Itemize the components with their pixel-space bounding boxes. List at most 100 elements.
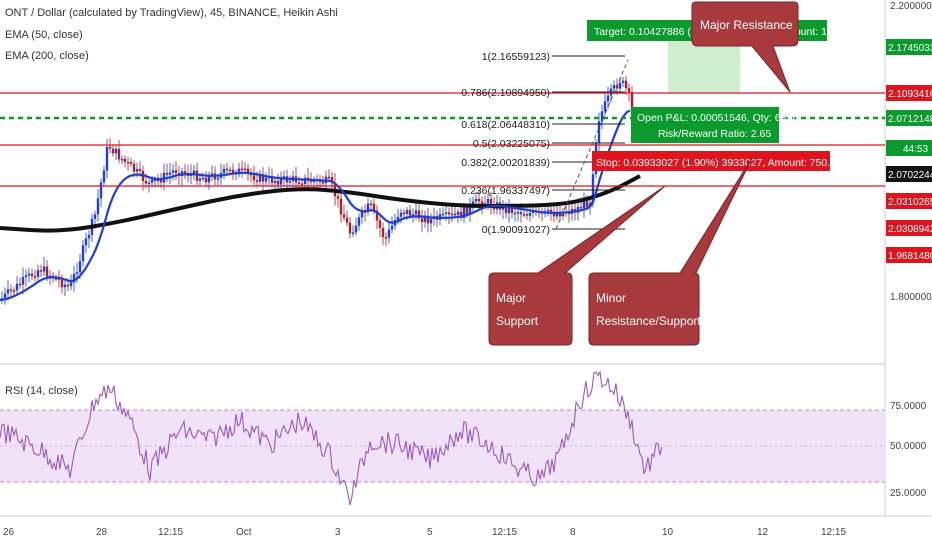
price-tag-bg (886, 193, 932, 209)
candle (603, 101, 607, 112)
candle (72, 274, 76, 283)
candle (585, 199, 589, 207)
fib-label: 0.618(2.06448310) (461, 119, 550, 131)
candle (369, 203, 373, 206)
candle (600, 111, 604, 122)
candle (276, 180, 280, 185)
candle (450, 213, 454, 216)
time-tick: 8 (570, 527, 576, 538)
time-tick: 12:15 (492, 527, 517, 538)
candle (519, 211, 523, 215)
candle (174, 170, 178, 174)
minor-support-callout[interactable] (588, 157, 753, 346)
rsi-legend[interactable]: RSI (14, close) (5, 385, 78, 397)
fib-label: 0.236(1.96337497) (461, 185, 550, 197)
rsi-line (0, 370, 663, 506)
price-tag-bg (886, 220, 932, 236)
candle (303, 177, 307, 185)
candle (246, 168, 250, 173)
price-tag: 2.17450333 (888, 43, 932, 54)
candle (381, 227, 385, 238)
candle (108, 146, 112, 149)
main-pane[interactable] (0, 0, 885, 364)
candle (3, 293, 7, 299)
candle (192, 170, 196, 174)
candle (387, 229, 391, 238)
candle (240, 168, 244, 171)
candle (117, 148, 121, 160)
stop-label: Stop: 0.03933027 (1.90%) 3933027, Amount… (596, 157, 842, 169)
candle (6, 289, 10, 294)
major-support-text-2: Support (496, 314, 539, 328)
candle (255, 180, 259, 182)
fib-label: 0.786(2.10894950) (461, 87, 550, 99)
candle (522, 214, 526, 216)
price-tag-bg (886, 247, 932, 263)
candle (18, 283, 22, 286)
minor-text-1: Minor (596, 291, 626, 305)
candle (375, 210, 379, 221)
candle (15, 283, 19, 291)
candle (507, 207, 511, 214)
candle (348, 222, 352, 234)
candle (171, 170, 175, 173)
candle (459, 211, 463, 218)
candle (27, 273, 31, 276)
candle (93, 214, 97, 219)
ema200-legend[interactable]: EMA (200, close) (5, 50, 89, 62)
major-resistance-callout[interactable] (691, 1, 799, 93)
time-tick: 10 (662, 527, 674, 538)
price-tag-bg (886, 110, 932, 126)
candle (399, 212, 403, 217)
candle (204, 177, 208, 183)
candle (138, 169, 142, 171)
candle (225, 168, 229, 171)
time-tick: 3 (335, 527, 341, 538)
candle (84, 238, 88, 246)
candle (153, 179, 157, 182)
price-tag-bg (886, 85, 932, 101)
candle (510, 207, 514, 213)
candle (183, 171, 187, 174)
candle (339, 198, 343, 215)
price-tag: 44:53 (903, 144, 928, 155)
open-pl-label: Open P&L: 0.00051546, Qty: 6356 (637, 112, 798, 124)
fib-label: 0.382(2.00201839) (461, 157, 550, 169)
symbol-title[interactable]: ONT / Dollar (calculated by TradingView)… (5, 7, 338, 19)
candle (612, 85, 616, 89)
price-tag-bg (886, 39, 932, 55)
candle (576, 206, 580, 213)
candle (390, 225, 394, 230)
candle (99, 182, 103, 199)
candle (486, 198, 490, 204)
candle (36, 270, 40, 277)
candle (624, 80, 628, 88)
candle (342, 214, 346, 218)
candle (129, 162, 133, 164)
candle (405, 210, 409, 214)
candle (198, 178, 202, 181)
price-tag-bg (886, 166, 932, 182)
candle (408, 210, 412, 216)
candle (360, 211, 364, 218)
major-support-callout[interactable] (488, 185, 666, 346)
stop-box[interactable] (592, 151, 830, 171)
candle (528, 213, 532, 216)
candle (444, 212, 448, 214)
price-tag: 2.10934169 (888, 89, 932, 100)
candle (114, 148, 118, 154)
candle (477, 198, 481, 202)
candle (384, 237, 388, 239)
candle (78, 261, 82, 273)
candle (306, 177, 310, 180)
candle (552, 213, 556, 217)
candle (168, 172, 172, 175)
candle (555, 212, 559, 217)
candle (345, 217, 349, 223)
fib-retracement[interactable]: 1(2.16559123) 0.786(2.10894950) 0.618(2.… (461, 51, 629, 236)
ema50-legend[interactable]: EMA (50, close) (5, 29, 83, 41)
price-tag: 2.03089420 (888, 224, 932, 235)
open-pl-box[interactable] (631, 107, 779, 143)
